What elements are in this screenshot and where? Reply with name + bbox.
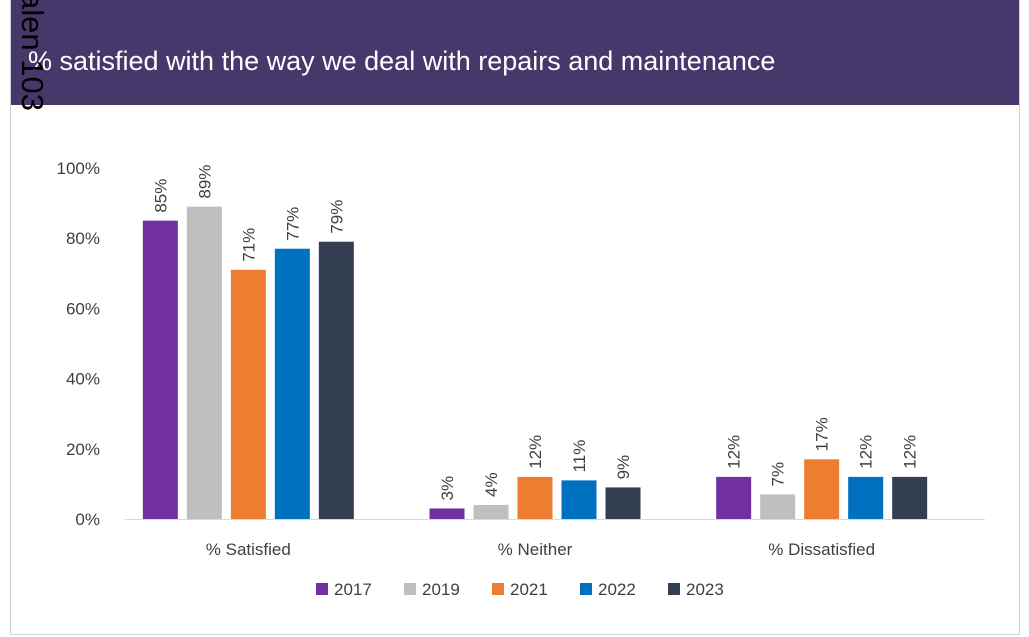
- value-label: 17%: [813, 417, 832, 451]
- bar: [892, 476, 928, 519]
- chart-border: [10, 0, 1020, 635]
- value-label: 7%: [769, 462, 788, 487]
- value-label: 79%: [327, 200, 346, 234]
- value-label: 12%: [725, 435, 744, 469]
- value-label: 12%: [526, 435, 545, 469]
- bar: [274, 248, 310, 520]
- legend-label: 2022: [598, 580, 636, 599]
- value-label: 12%: [857, 435, 876, 469]
- x-tick-label: % Neither: [498, 540, 573, 559]
- bar: [804, 459, 840, 519]
- y-tick-label: 20%: [66, 440, 100, 459]
- bar: [561, 480, 597, 519]
- legend-swatch: [316, 583, 328, 595]
- value-label: 11%: [570, 440, 589, 473]
- header-band: [11, 0, 1019, 105]
- bar: [760, 494, 796, 519]
- value-label: 12%: [901, 435, 920, 469]
- y-tick-label: 0%: [75, 510, 100, 529]
- legend-swatch: [492, 583, 504, 595]
- legend-label: 2023: [686, 580, 724, 599]
- bar: [848, 476, 884, 519]
- value-label: 4%: [482, 472, 501, 497]
- bar: [429, 508, 465, 519]
- annotation: alen 103: [15, 0, 50, 111]
- y-tick-label: 100%: [57, 159, 100, 178]
- bar: [473, 504, 509, 519]
- bar: [318, 241, 354, 519]
- y-tick-label: 40%: [66, 370, 100, 389]
- bar: [230, 269, 266, 519]
- value-label: 77%: [283, 207, 302, 241]
- bar: [517, 476, 553, 519]
- value-label: 71%: [239, 228, 258, 262]
- bar: [716, 476, 752, 519]
- value-label: 3%: [438, 476, 457, 501]
- value-label: 89%: [195, 165, 214, 199]
- x-tick-label: % Satisfied: [206, 540, 291, 559]
- y-tick-label: 60%: [66, 299, 100, 318]
- y-tick-label: 80%: [66, 229, 100, 248]
- value-label: 85%: [151, 179, 170, 213]
- legend-swatch: [580, 583, 592, 595]
- legend-label: 2017: [334, 580, 372, 599]
- legend-swatch: [668, 583, 680, 595]
- chart-title: % satisfied with the way we deal with re…: [28, 46, 775, 76]
- legend-label: 2021: [510, 580, 548, 599]
- value-label: 9%: [614, 455, 633, 480]
- bar: [186, 206, 222, 520]
- bar: [142, 220, 178, 519]
- x-tick-label: % Dissatisfied: [768, 540, 875, 559]
- legend-label: 2019: [422, 580, 460, 599]
- legend-swatch: [404, 583, 416, 595]
- bar: [605, 487, 641, 519]
